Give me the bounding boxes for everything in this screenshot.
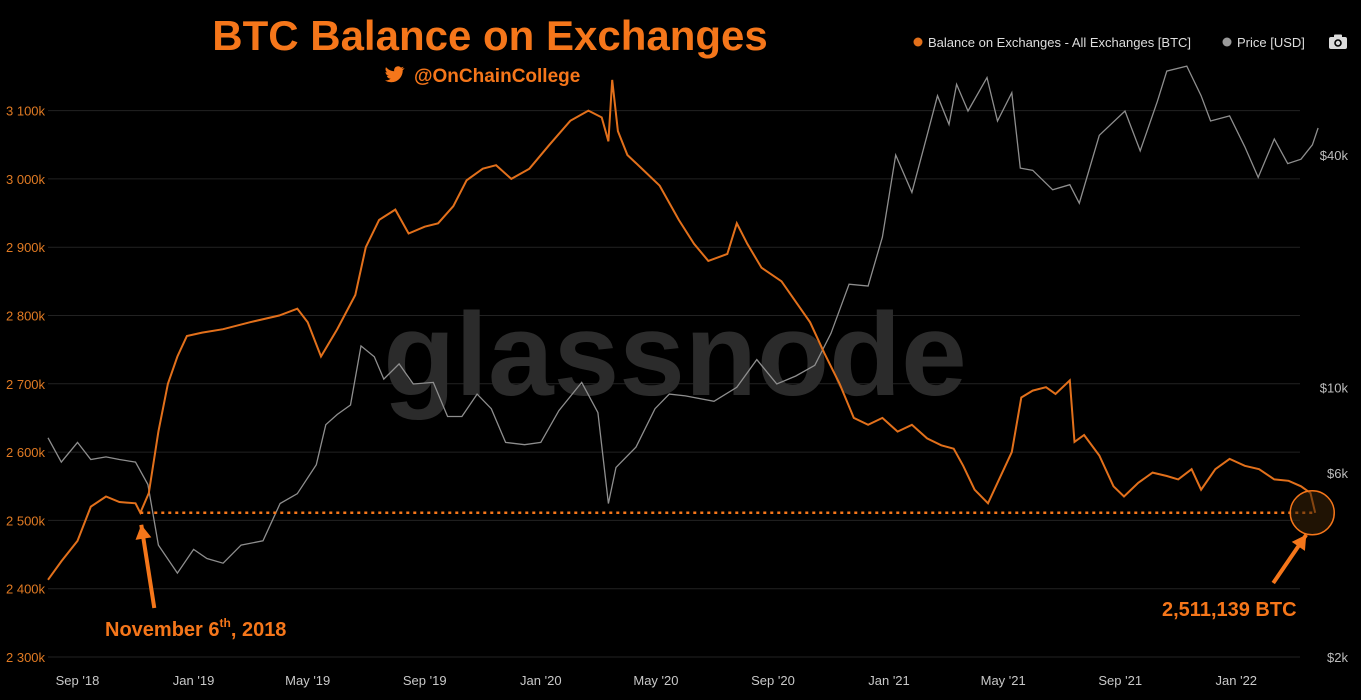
grid-lines <box>48 110 1300 658</box>
left-tick-label: 2 800k <box>6 309 46 324</box>
right-axis: $2k $6k $10k $40k <box>1320 148 1349 665</box>
left-tick-label: 2 400k <box>6 582 46 597</box>
twitter-icon <box>385 66 405 83</box>
legend-price-marker <box>1222 37 1232 47</box>
camera-icon[interactable] <box>1329 34 1347 50</box>
x-tick-label: Sep '19 <box>403 673 447 688</box>
legend-balance-marker <box>913 37 923 47</box>
x-tick-label: May '21 <box>981 673 1026 688</box>
x-axis: Sep '18 Jan '19 May '19 Sep '19 Jan '20 May '… <box>56 673 1257 688</box>
glassnode-watermark: glassnode <box>383 289 967 421</box>
x-tick-label: Sep '20 <box>751 673 795 688</box>
x-tick-label: Jan '21 <box>868 673 910 688</box>
chart-title: BTC Balance on Exchanges <box>212 12 768 59</box>
x-tick-label: May '20 <box>633 673 678 688</box>
annotation-nov-2018-suffix: , 2018 <box>231 619 287 641</box>
annotation-end-value: 2,511,139 BTC <box>1162 599 1297 621</box>
legend-price-label: Price [USD] <box>1237 35 1305 50</box>
legend: Balance on Exchanges - All Exchanges [BT… <box>913 35 1305 50</box>
x-tick-label: Jan '19 <box>173 673 215 688</box>
left-tick-label: 3 100k <box>6 104 46 119</box>
left-tick-label: 3 000k <box>6 172 46 187</box>
right-tick-label: $40k <box>1320 148 1349 163</box>
left-tick-label: 2 300k <box>6 650 46 665</box>
left-tick-label: 2 900k <box>6 240 46 255</box>
x-tick-label: Sep '18 <box>56 673 100 688</box>
x-tick-label: Sep '21 <box>1098 673 1142 688</box>
arrow-shaft <box>139 524 157 609</box>
right-tick-label: $10k <box>1320 380 1349 395</box>
x-tick-label: Jan '22 <box>1216 673 1258 688</box>
right-tick-label: $2k <box>1327 650 1348 665</box>
x-tick-label: Jan '20 <box>520 673 562 688</box>
endpoint-highlight-circle <box>1289 490 1335 536</box>
price-series-line <box>47 65 1319 575</box>
left-tick-label: 2 700k <box>6 377 46 392</box>
annotation-nov-2018-text: November 6 <box>105 619 220 641</box>
annotation-arrows <box>135 524 1308 609</box>
balance-series-line <box>47 79 1317 581</box>
left-tick-label: 2 500k <box>6 513 46 528</box>
right-tick-label: $6k <box>1327 466 1348 481</box>
arrow-head <box>135 524 152 540</box>
arrow-head <box>1291 534 1307 551</box>
legend-balance-label: Balance on Exchanges - All Exchanges [BT… <box>928 35 1191 50</box>
annotation-nov-2018: November 6th, 2018 <box>105 616 286 641</box>
left-axis: 2 300k 2 400k 2 500k 2 600k 2 700k 2 800k 2 90… <box>6 104 46 665</box>
left-tick-label: 2 600k <box>6 445 46 460</box>
x-tick-label: May '19 <box>285 673 330 688</box>
annotation-nov-2018-sup: th <box>220 616 231 630</box>
twitter-handle: @OnChainCollege <box>414 66 580 87</box>
